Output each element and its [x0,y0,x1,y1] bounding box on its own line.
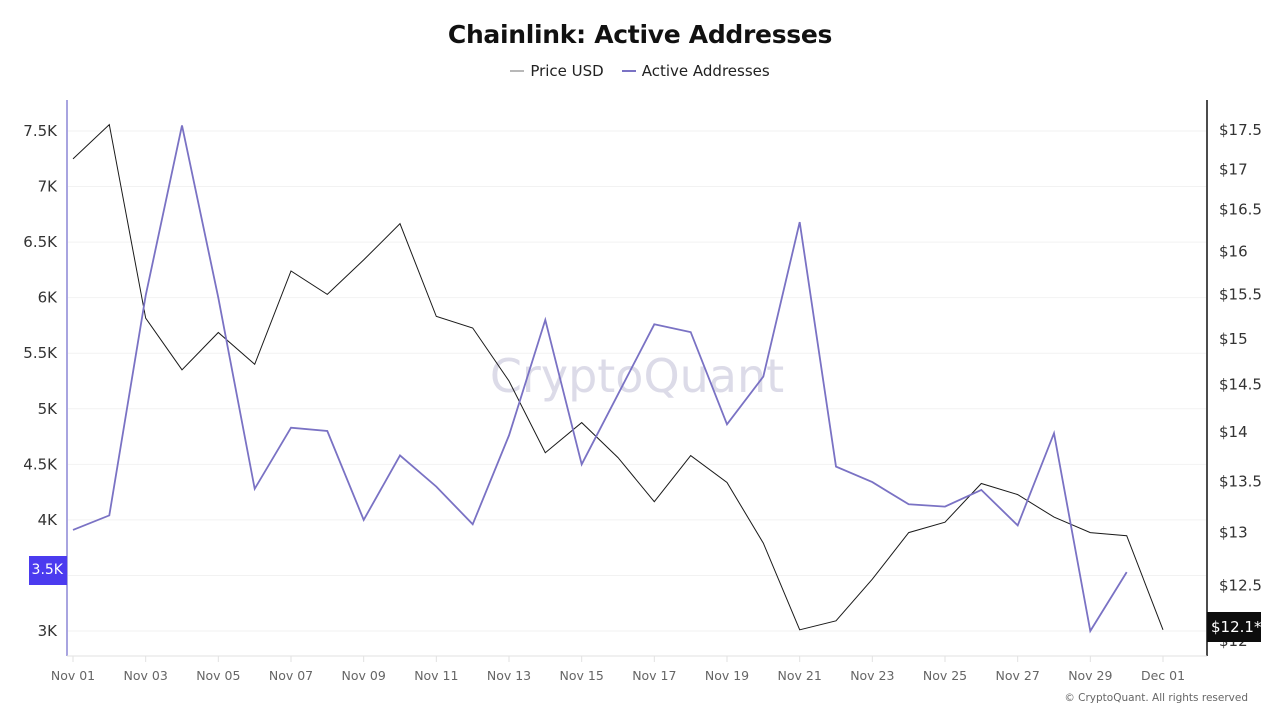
left-tick-label: 6K [38,289,59,307]
x-tick-label: Nov 29 [1068,668,1112,683]
right-tick-label: $13 [1219,524,1248,542]
left-axis-ticks: 7.5K 7K 6.5K 6K 5.5K 5K 4.5K 4K 3K [23,122,58,640]
right-axis-ticks: $17.5 $17 $16.5 $16 $15.5 $15 $14.5 $14 $13.5 $13… [1219,121,1262,650]
current-active-addresses-badge: 3.5K [29,556,67,585]
chart-title: Chainlink: Active Addresses [447,20,833,49]
legend-label-price: Price USD [530,62,604,80]
right-tick-label: $17.5 [1219,121,1262,139]
gridlines [68,130,1206,632]
right-tick-label: $15.5 [1219,285,1262,303]
x-tick-label: Dec 01 [1141,668,1185,683]
left-tick-label: 5.5K [23,344,58,362]
right-tick-label: $17 [1219,160,1248,178]
x-tick-label: Nov 15 [560,668,604,683]
copyright-notice: © CryptoQuant. All rights reserved [1064,692,1248,704]
x-tick-label: Nov 09 [342,668,386,683]
legend: Price USD Active Addresses [0,62,1280,80]
x-tick-label: Nov 11 [414,668,458,683]
legend-item-active-addresses[interactable]: Active Addresses [621,62,770,80]
right-tick-label: $14.5 [1219,376,1262,394]
left-tick-label: 7.5K [23,122,58,140]
price-usd-line[interactable] [72,123,1164,631]
right-tick-label: $14 [1219,423,1248,441]
x-tick-label: Nov 21 [778,668,822,683]
x-tick-label: Nov 27 [996,668,1040,683]
right-tick-label: $16.5 [1219,201,1262,219]
x-tick-label: Nov 19 [705,668,749,683]
active-addresses-line-swatch-icon [621,70,636,72]
x-tick-label: Nov 17 [632,668,676,683]
left-tick-label: 6.5K [23,233,58,251]
right-tick-label: $15 [1219,330,1248,348]
x-tick-label: Nov 23 [850,668,894,683]
left-tick-label: 7K [38,178,59,196]
legend-item-price[interactable]: Price USD [510,62,604,80]
legend-label-active-addresses: Active Addresses [641,62,770,80]
right-tick-label: $13.5 [1219,472,1262,490]
current-price-badge: $12.1* [1207,612,1261,642]
right-tick-label: $12.5 [1219,577,1262,595]
x-tick-label: Nov 13 [487,668,531,683]
active-addresses-line[interactable] [72,125,1128,634]
x-tick-label: Nov 05 [196,668,240,683]
x-tick-label: Nov 03 [124,668,168,683]
x-tick-label: Nov 01 [51,668,95,683]
left-tick-label: 5K [38,400,59,418]
x-axis-ticks: Nov 01 Nov 03 Nov 05 Nov 07 Nov 09 Nov 11 Nov … [51,656,1185,683]
price-line-swatch-icon [510,70,525,72]
left-tick-label: 3K [38,622,59,640]
x-tick-label: Nov 25 [923,668,967,683]
left-tick-label: 4K [38,511,59,529]
left-tick-label: 4.5K [23,455,58,473]
x-tick-label: Nov 07 [269,668,313,683]
right-tick-label: $16 [1219,242,1248,260]
